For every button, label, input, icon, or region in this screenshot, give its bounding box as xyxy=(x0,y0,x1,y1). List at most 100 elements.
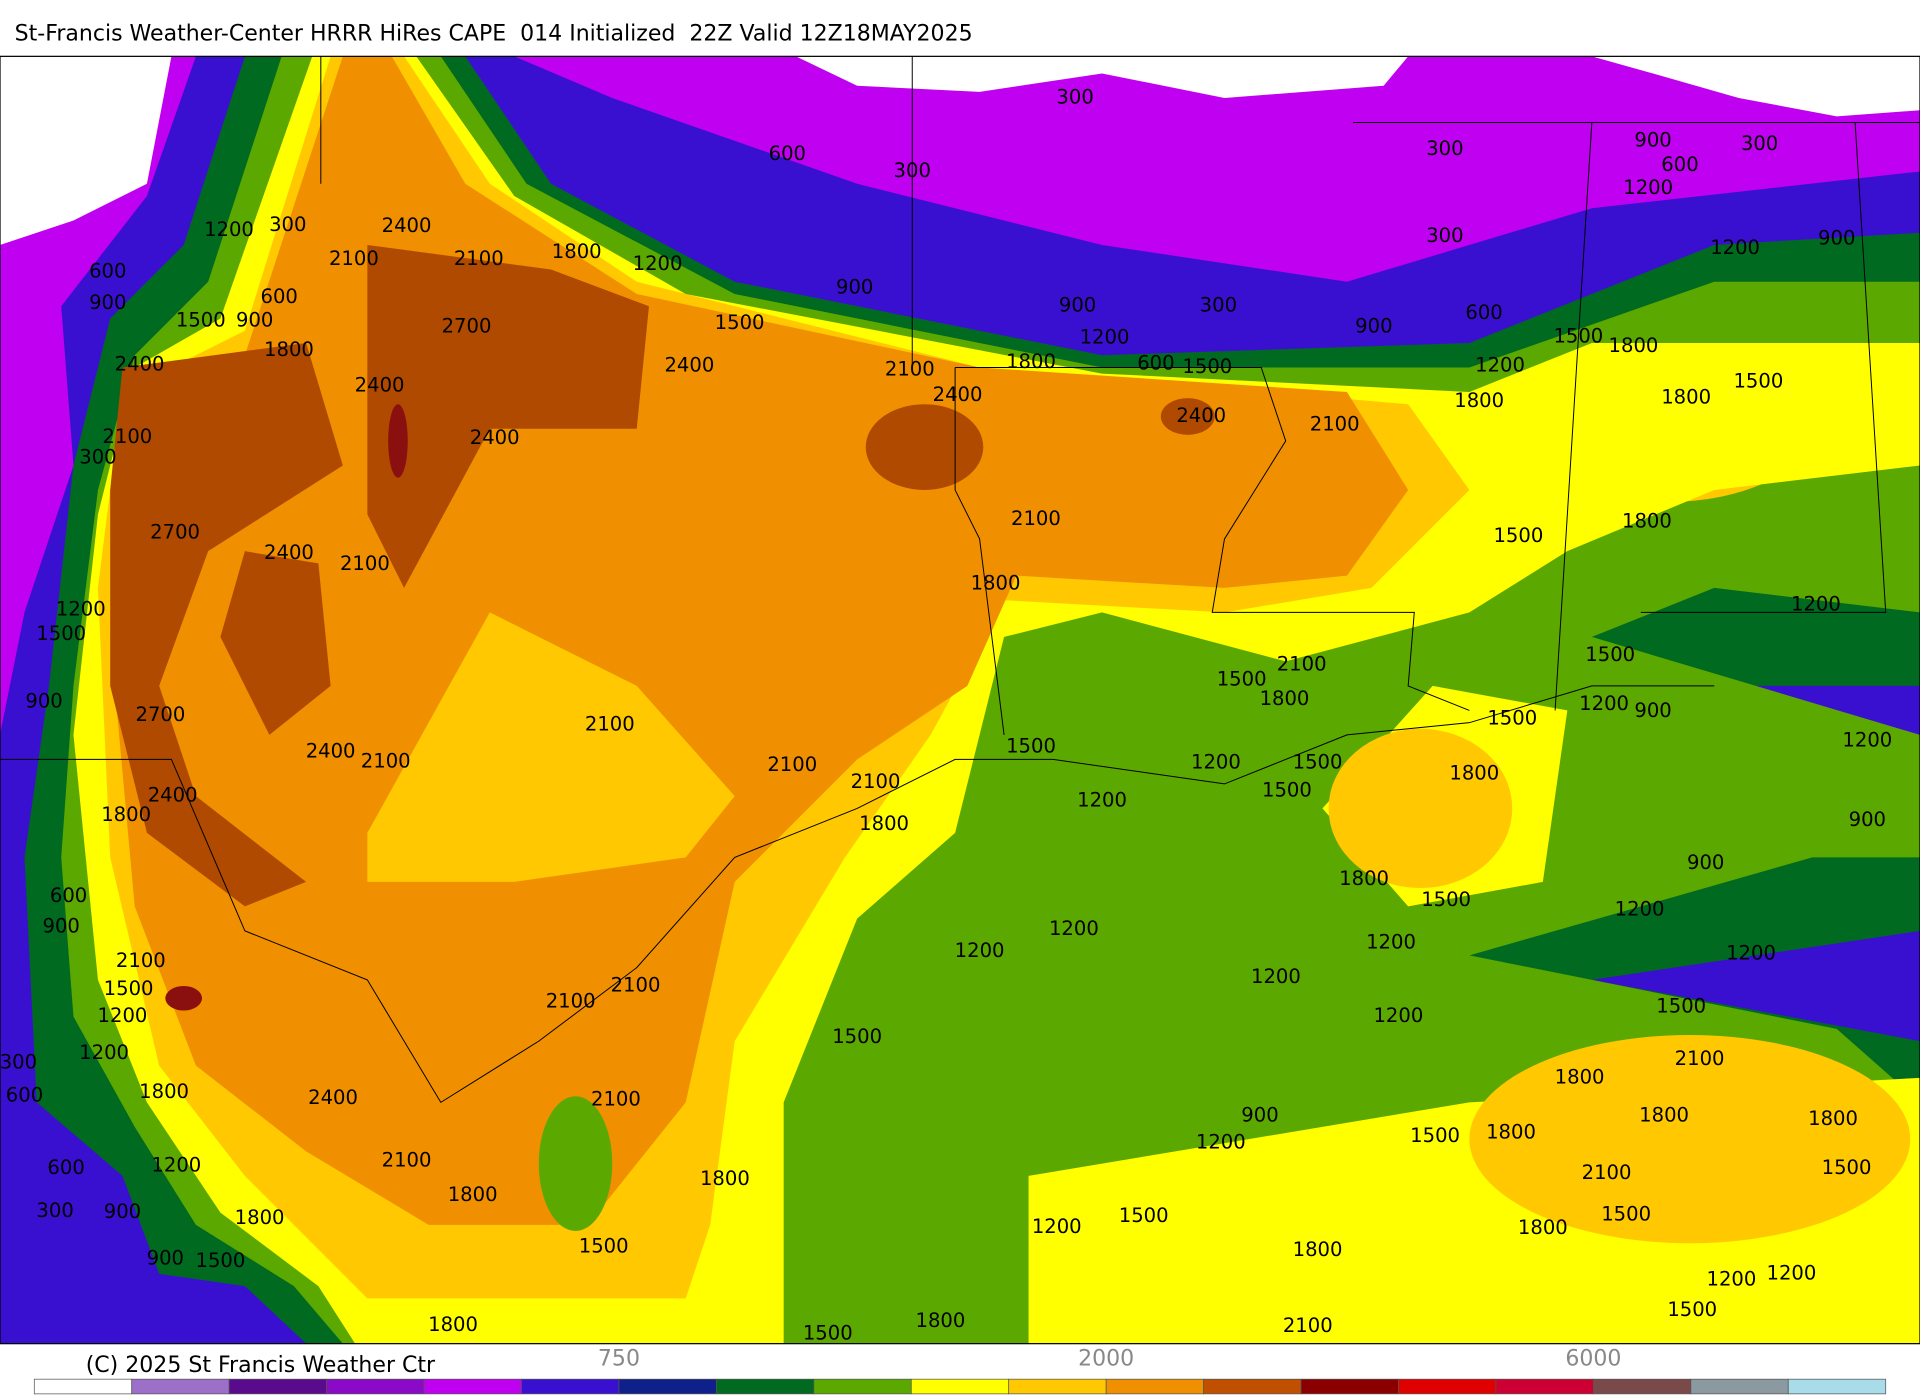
colorbar-swatch xyxy=(1690,1378,1789,1395)
contour-label: 1200 xyxy=(98,1004,148,1027)
contour-label: 1200 xyxy=(1842,729,1892,752)
contour-label: 900 xyxy=(1355,315,1392,338)
contour-label: 2100 xyxy=(1011,507,1061,530)
contour-label: 300 xyxy=(1426,137,1463,160)
contour-label: 900 xyxy=(1241,1103,1278,1126)
contour-label: 1500 xyxy=(715,311,765,334)
contour-label: 2100 xyxy=(1675,1047,1725,1070)
contour-label: 900 xyxy=(89,291,126,314)
colorbar-swatch xyxy=(1105,1378,1204,1395)
contour-label: 1500 xyxy=(1667,1298,1717,1321)
contour-label: 1800 xyxy=(1609,334,1659,357)
contour-label: 1200 xyxy=(1251,965,1301,988)
contour-label: 1800 xyxy=(1006,350,1056,373)
contour-label: 900 xyxy=(1687,851,1724,874)
contour-label: 1500 xyxy=(1822,1156,1872,1179)
contour-label: 1800 xyxy=(1339,867,1389,890)
colorbar-swatch xyxy=(813,1378,912,1395)
contour-label: 2100 xyxy=(591,1087,641,1110)
colorbar-swatch xyxy=(423,1378,522,1395)
contour-label: 1500 xyxy=(1487,706,1537,729)
field xyxy=(110,244,649,907)
contour-label: 1500 xyxy=(1119,1204,1169,1227)
contour-label: 1200 xyxy=(79,1041,129,1064)
contour-label: 300 xyxy=(1741,132,1778,155)
contour-label: 2100 xyxy=(585,713,635,736)
contour-label: 1200 xyxy=(1366,931,1416,954)
contour-label: 1800 xyxy=(139,1080,189,1103)
contour-label: 1200 xyxy=(1615,898,1665,921)
contour-label: 1800 xyxy=(235,1206,285,1229)
contour-label: 300 xyxy=(36,1199,73,1222)
contour-label: 900 xyxy=(1818,226,1855,249)
contour-label: 1500 xyxy=(1493,524,1543,547)
contour-label: 600 xyxy=(260,285,297,308)
contour-label: 2100 xyxy=(102,425,152,448)
contour-label: 2100 xyxy=(611,973,661,996)
contour-label: 2400 xyxy=(382,214,432,237)
contour-label: 2100 xyxy=(340,552,390,575)
field xyxy=(1469,1034,1911,1244)
contour-label: 1200 xyxy=(1373,1004,1423,1027)
contour-label: 1200 xyxy=(1726,942,1776,965)
contour-label: 900 xyxy=(104,1200,141,1223)
contour-label: 1500 xyxy=(1656,994,1706,1017)
contour-label: 300 xyxy=(269,213,306,236)
contour-label: 2100 xyxy=(116,949,166,972)
contour-label: 1800 xyxy=(428,1313,478,1336)
contour-label: 2700 xyxy=(150,520,200,543)
contour-label: 2100 xyxy=(329,247,379,270)
contour-label: 2100 xyxy=(546,989,596,1012)
colorbar-swatch xyxy=(618,1378,717,1395)
field xyxy=(865,404,984,490)
contour-label: 1200 xyxy=(1707,1267,1757,1290)
contour-label: 1200 xyxy=(1791,593,1841,616)
contour-label: 1500 xyxy=(579,1234,629,1257)
contour-label: 1200 xyxy=(1579,692,1629,715)
contour-label: 2400 xyxy=(1176,404,1226,427)
contour-label: 2100 xyxy=(454,247,504,270)
contour-label: 600 xyxy=(89,259,126,282)
contour-label: 1200 xyxy=(1475,354,1525,377)
contour-label: 1800 xyxy=(700,1167,750,1190)
contour-label: 2100 xyxy=(885,357,935,380)
copyright: (C) 2025 St Francis Weather Ctr xyxy=(86,1353,436,1378)
contour-label: 1200 xyxy=(1191,751,1241,774)
contour-label: 2100 xyxy=(382,1149,432,1172)
contour-label: 1500 xyxy=(1293,751,1343,774)
contour-label: 1800 xyxy=(1449,762,1499,785)
colorbar-swatch xyxy=(716,1378,815,1395)
contour-label: 900 xyxy=(836,275,873,298)
map-frame xyxy=(0,55,1920,1345)
colorbar-swatch xyxy=(521,1378,620,1395)
contour-label: 900 xyxy=(43,915,80,938)
contour-label: 2700 xyxy=(135,703,185,726)
field xyxy=(165,986,203,1011)
colorbar-swatch xyxy=(1203,1378,1302,1395)
colorbar-swatch xyxy=(1398,1378,1497,1395)
contour-label: 1800 xyxy=(448,1183,498,1206)
colorbar-swatch xyxy=(1593,1378,1692,1395)
contour-label: 1500 xyxy=(803,1321,853,1344)
contour-label: 900 xyxy=(1059,294,1096,317)
contour-label: 1800 xyxy=(1661,386,1711,409)
contour-label: 1500 xyxy=(1217,667,1267,690)
contour-label: 1500 xyxy=(195,1249,245,1272)
contour-label: 1500 xyxy=(1585,643,1635,666)
contour-label: 1800 xyxy=(1486,1120,1536,1143)
contour-label: 900 xyxy=(25,689,62,712)
contour-label: 1800 xyxy=(859,812,909,835)
contour-label: 1800 xyxy=(264,338,314,361)
contour-label: 1500 xyxy=(1733,370,1783,393)
colorbar-swatch xyxy=(131,1378,230,1395)
contour-label: 1800 xyxy=(971,572,1021,595)
contour-label: 1200 xyxy=(1623,176,1673,199)
contour-label: 1800 xyxy=(101,803,151,826)
contour-label: 600 xyxy=(1661,153,1698,176)
field xyxy=(1328,728,1513,889)
contour-label: 1200 xyxy=(204,218,254,241)
contour-label: 1500 xyxy=(36,622,86,645)
contour-label: 2100 xyxy=(1582,1161,1632,1184)
contour-label: 1200 xyxy=(151,1154,201,1177)
